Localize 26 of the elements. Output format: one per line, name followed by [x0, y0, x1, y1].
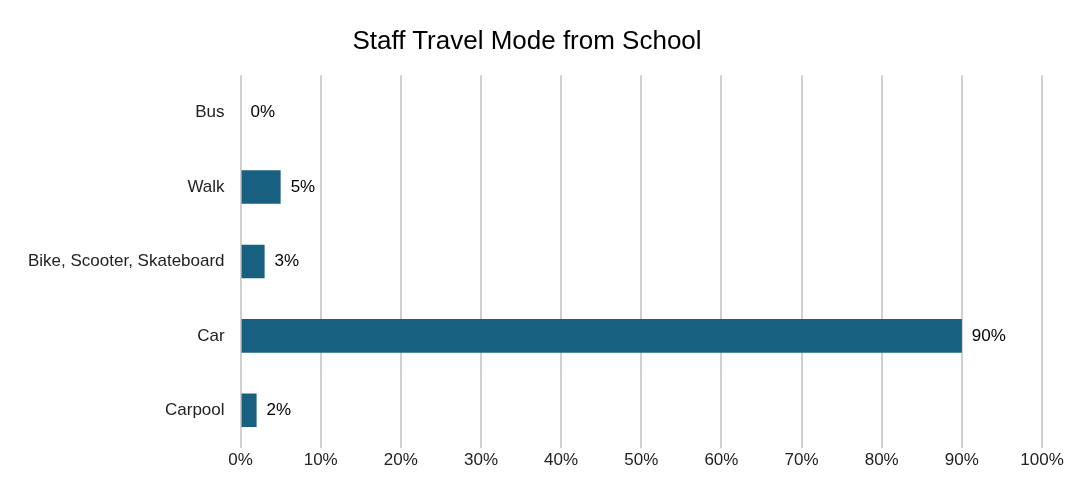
y-tick-label: Carpool — [165, 400, 225, 420]
x-tick-label: 80% — [864, 450, 899, 470]
bar — [241, 244, 265, 279]
x-tick-label: 0% — [228, 450, 253, 470]
x-tick-label: 10% — [303, 450, 338, 470]
x-tick-label: 100% — [1020, 450, 1064, 470]
data-label: 0% — [250, 102, 276, 122]
x-tick-label: 40% — [544, 450, 579, 470]
y-tick-label: Bus — [195, 102, 225, 122]
y-tick-label: Bike, Scooter, Skateboard — [28, 251, 225, 271]
x-tick-label: 90% — [944, 450, 979, 470]
bar — [241, 170, 281, 204]
x-tick-label: 30% — [463, 450, 499, 470]
data-label: 90% — [971, 325, 1006, 345]
data-label: 5% — [290, 176, 316, 196]
x-tick-label: 20% — [383, 450, 418, 470]
bar — [241, 319, 962, 353]
chart-title: Staff Travel Mode from School — [352, 24, 702, 55]
y-tick-label: Walk — [187, 176, 226, 196]
data-label: 3% — [274, 251, 300, 271]
x-tick-label: 50% — [624, 450, 659, 470]
bar — [241, 393, 257, 428]
y-tick-label: Car — [197, 325, 225, 345]
x-tick-label: 60% — [704, 450, 739, 470]
x-tick-label: 70% — [784, 450, 819, 470]
data-label: 2% — [266, 400, 292, 420]
